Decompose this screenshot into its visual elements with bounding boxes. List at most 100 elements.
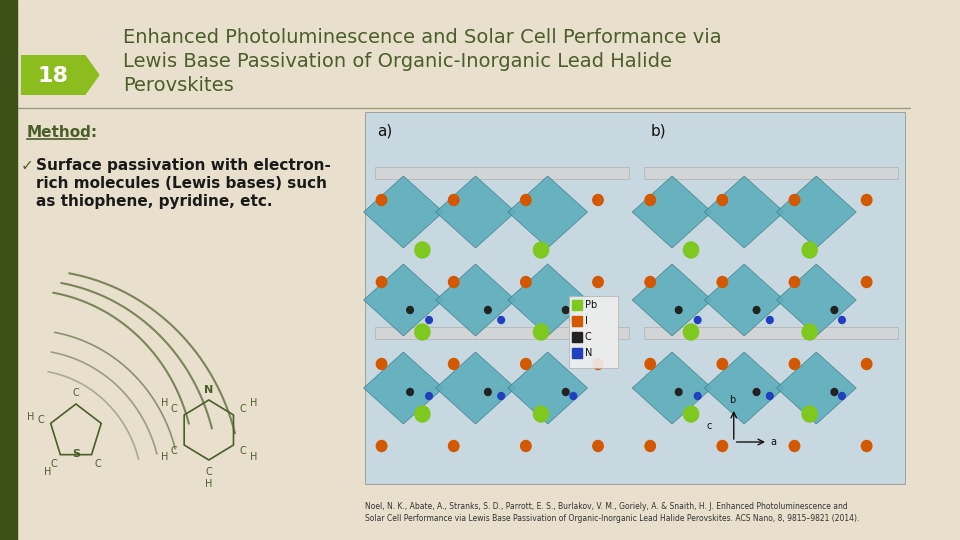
Bar	[568, 296, 618, 368]
Circle shape	[803, 406, 817, 422]
Bar	[0, 0, 17, 540]
Circle shape	[754, 388, 760, 395]
Circle shape	[676, 388, 682, 395]
Circle shape	[803, 242, 817, 258]
Bar	[572, 300, 582, 310]
Text: C: C	[37, 415, 44, 425]
Circle shape	[407, 307, 414, 314]
Bar	[366, 112, 904, 484]
Circle shape	[717, 276, 728, 287]
Bar	[375, 327, 630, 339]
Polygon shape	[705, 264, 784, 336]
Polygon shape	[705, 176, 784, 248]
Text: H: H	[250, 452, 257, 462]
Circle shape	[645, 276, 656, 287]
Text: H: H	[44, 468, 52, 477]
Text: I: I	[585, 316, 588, 326]
Circle shape	[831, 307, 838, 314]
Circle shape	[676, 307, 682, 314]
Text: H: H	[205, 479, 212, 489]
Polygon shape	[508, 352, 588, 424]
Polygon shape	[364, 264, 444, 336]
Circle shape	[520, 194, 531, 206]
Circle shape	[425, 393, 432, 400]
Circle shape	[694, 316, 701, 323]
Circle shape	[376, 359, 387, 369]
Circle shape	[407, 388, 414, 395]
Circle shape	[839, 316, 845, 323]
Circle shape	[766, 316, 773, 323]
Circle shape	[717, 441, 728, 451]
Bar	[572, 348, 582, 358]
Text: C: C	[171, 404, 178, 414]
Text: H: H	[160, 452, 168, 462]
Circle shape	[448, 194, 459, 206]
Circle shape	[645, 441, 656, 451]
Text: Perovskites: Perovskites	[124, 76, 234, 95]
Circle shape	[425, 316, 432, 323]
Polygon shape	[508, 176, 588, 248]
Text: Solar Cell Performance via Lewis Base Passivation of Organic-Inorganic Lead Hali: Solar Cell Performance via Lewis Base Pa…	[366, 514, 860, 523]
Text: H: H	[250, 398, 257, 408]
Text: Surface passivation with electron-: Surface passivation with electron-	[36, 158, 331, 173]
Text: Method:: Method:	[27, 125, 98, 140]
Circle shape	[861, 441, 872, 451]
Circle shape	[861, 194, 872, 206]
Circle shape	[717, 194, 728, 206]
Circle shape	[592, 276, 603, 287]
Circle shape	[448, 359, 459, 369]
Polygon shape	[508, 264, 588, 336]
Polygon shape	[633, 352, 712, 424]
Text: as thiophene, pyridine, etc.: as thiophene, pyridine, etc.	[36, 194, 273, 209]
Circle shape	[415, 242, 430, 258]
Text: a): a)	[377, 124, 392, 139]
Circle shape	[570, 316, 577, 323]
Circle shape	[563, 388, 569, 395]
Text: C: C	[585, 332, 591, 342]
Text: a: a	[771, 437, 777, 447]
Polygon shape	[777, 264, 856, 336]
Circle shape	[415, 324, 430, 340]
Circle shape	[498, 393, 505, 400]
Circle shape	[415, 406, 430, 422]
Polygon shape	[705, 352, 784, 424]
Polygon shape	[633, 176, 712, 248]
Text: c: c	[707, 421, 711, 431]
Polygon shape	[436, 352, 516, 424]
Circle shape	[563, 307, 569, 314]
Circle shape	[520, 441, 531, 451]
Bar	[572, 332, 582, 342]
Circle shape	[592, 194, 603, 206]
Circle shape	[448, 276, 459, 287]
Text: N: N	[585, 348, 592, 358]
Circle shape	[645, 359, 656, 369]
Bar	[643, 167, 898, 179]
Text: C: C	[94, 458, 101, 469]
Circle shape	[754, 307, 760, 314]
Circle shape	[592, 441, 603, 451]
Polygon shape	[436, 176, 516, 248]
Text: C: C	[51, 458, 58, 469]
Circle shape	[789, 194, 800, 206]
Text: b): b)	[650, 124, 666, 139]
Circle shape	[831, 388, 838, 395]
Text: ✓: ✓	[21, 158, 34, 173]
Text: H: H	[27, 411, 35, 422]
Circle shape	[520, 276, 531, 287]
Circle shape	[803, 324, 817, 340]
Circle shape	[485, 307, 492, 314]
Text: 18: 18	[37, 66, 69, 86]
Circle shape	[376, 194, 387, 206]
Circle shape	[592, 359, 603, 369]
Circle shape	[789, 359, 800, 369]
Circle shape	[694, 393, 701, 400]
Circle shape	[376, 441, 387, 451]
Circle shape	[520, 359, 531, 369]
Bar	[643, 327, 898, 339]
Text: Enhanced Photoluminescence and Solar Cell Performance via: Enhanced Photoluminescence and Solar Cel…	[124, 28, 722, 47]
Circle shape	[684, 406, 699, 422]
Circle shape	[789, 276, 800, 287]
Circle shape	[498, 316, 505, 323]
Text: S: S	[72, 449, 80, 459]
Circle shape	[448, 441, 459, 451]
